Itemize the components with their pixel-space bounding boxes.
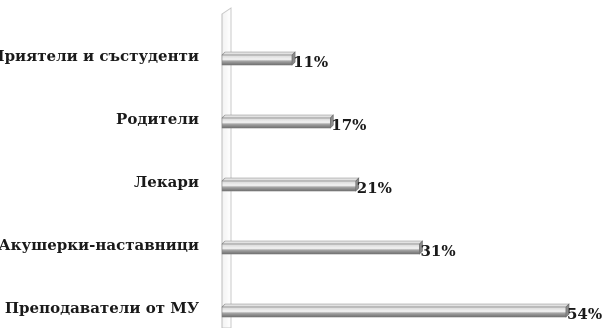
category-label: Акушерки-наставници	[0, 236, 199, 254]
bar-end	[355, 177, 360, 192]
bar-top	[221, 51, 296, 56]
category-label: Родители	[116, 110, 199, 128]
data-label: 17%	[331, 116, 366, 134]
category-label: Приятели и състуденти	[0, 47, 199, 65]
data-label: 54%	[567, 305, 602, 323]
bar-top	[221, 303, 570, 308]
bar-end	[419, 240, 423, 255]
bar-end	[565, 303, 570, 318]
bar-top	[221, 114, 335, 119]
bar-top	[221, 177, 360, 182]
data-label: 21%	[357, 179, 392, 197]
data-label: 11%	[293, 53, 328, 71]
category-label: Преподаватели от МУ	[5, 299, 199, 317]
bar	[221, 306, 567, 318]
data-label: 31%	[420, 242, 455, 260]
bar	[221, 243, 420, 255]
bar	[221, 180, 357, 192]
bar	[221, 54, 293, 66]
bar	[221, 117, 331, 129]
bar-end	[329, 114, 334, 129]
bar-top	[221, 240, 424, 245]
category-label: Лекари	[134, 173, 199, 191]
bar-end	[291, 51, 296, 66]
